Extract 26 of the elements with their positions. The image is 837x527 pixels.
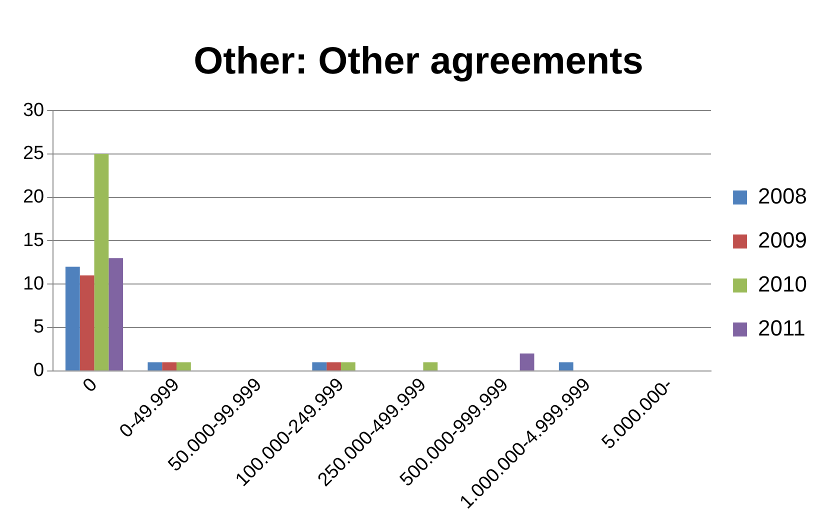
bar (558, 362, 574, 370)
bar (108, 258, 124, 370)
bar (326, 362, 341, 370)
legend-label: 2008 (758, 184, 808, 209)
x-tick-label: 0 (79, 374, 102, 397)
bar (176, 362, 191, 370)
legend-label: 2009 (758, 228, 808, 253)
y-tick-label: 10 (22, 273, 44, 294)
legend-label: 2010 (758, 272, 808, 297)
bar (148, 362, 162, 370)
bar (312, 362, 327, 370)
bar (340, 362, 356, 370)
bar (80, 275, 94, 370)
bar (162, 362, 176, 370)
bar (94, 154, 109, 370)
bar (520, 354, 534, 370)
bar (65, 266, 80, 370)
chart-title: Other: Other agreements (194, 40, 644, 82)
bar (423, 362, 438, 370)
y-tick-label: 5 (34, 316, 44, 338)
y-tick-label: 0 (34, 360, 44, 382)
legend-label: 2011 (758, 316, 806, 341)
y-tick-label: 30 (22, 100, 44, 121)
y-tick-label: 15 (22, 230, 44, 251)
y-tick-label: 25 (22, 143, 44, 164)
y-tick-label: 20 (22, 186, 44, 208)
